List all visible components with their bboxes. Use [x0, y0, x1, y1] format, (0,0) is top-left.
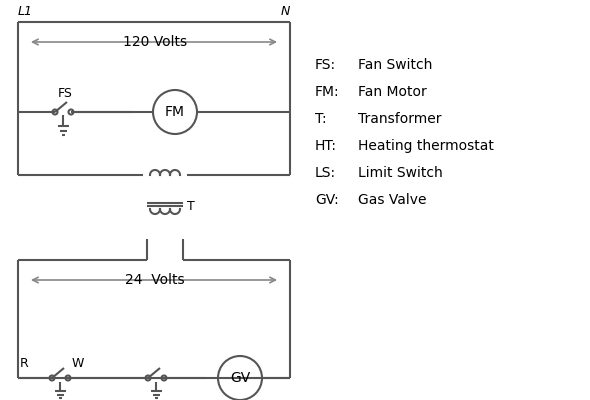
- Text: 120 Volts: 120 Volts: [123, 35, 187, 49]
- Text: W: W: [72, 357, 84, 370]
- Text: FM: FM: [165, 105, 185, 119]
- Text: Limit Switch: Limit Switch: [358, 166, 442, 180]
- Text: LS:: LS:: [315, 166, 336, 180]
- Text: Fan Switch: Fan Switch: [358, 58, 432, 72]
- Text: N: N: [281, 5, 290, 18]
- Text: Transformer: Transformer: [358, 112, 441, 126]
- Text: HT:: HT:: [315, 139, 337, 153]
- Text: R: R: [20, 357, 29, 370]
- Text: L1: L1: [18, 5, 33, 18]
- Text: Gas Valve: Gas Valve: [358, 193, 427, 207]
- Text: FM:: FM:: [315, 85, 340, 99]
- Text: T: T: [187, 200, 195, 212]
- Text: GV:: GV:: [315, 193, 339, 207]
- Text: GV: GV: [230, 371, 250, 385]
- Text: FS: FS: [58, 87, 73, 100]
- Text: Heating thermostat: Heating thermostat: [358, 139, 494, 153]
- Text: Fan Motor: Fan Motor: [358, 85, 427, 99]
- Text: FS:: FS:: [315, 58, 336, 72]
- Text: 24  Volts: 24 Volts: [125, 273, 185, 287]
- Text: T:: T:: [315, 112, 327, 126]
